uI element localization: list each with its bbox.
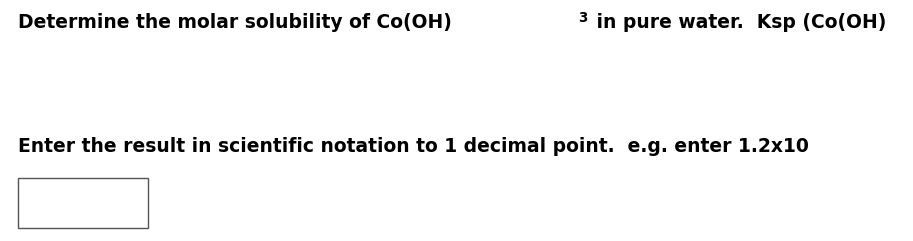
Bar [18, 178, 148, 228]
Text: Enter the result in scientific notation to 1 decimal point.  e.g. enter 1.2x10: Enter the result in scientific notation … [18, 137, 809, 156]
Text: in pure water.  Ksp (Co(OH): in pure water. Ksp (Co(OH) [590, 13, 887, 32]
Text: 3: 3 [578, 11, 587, 25]
Text: Determine the molar solubility of Co(OH): Determine the molar solubility of Co(OH) [18, 13, 452, 32]
